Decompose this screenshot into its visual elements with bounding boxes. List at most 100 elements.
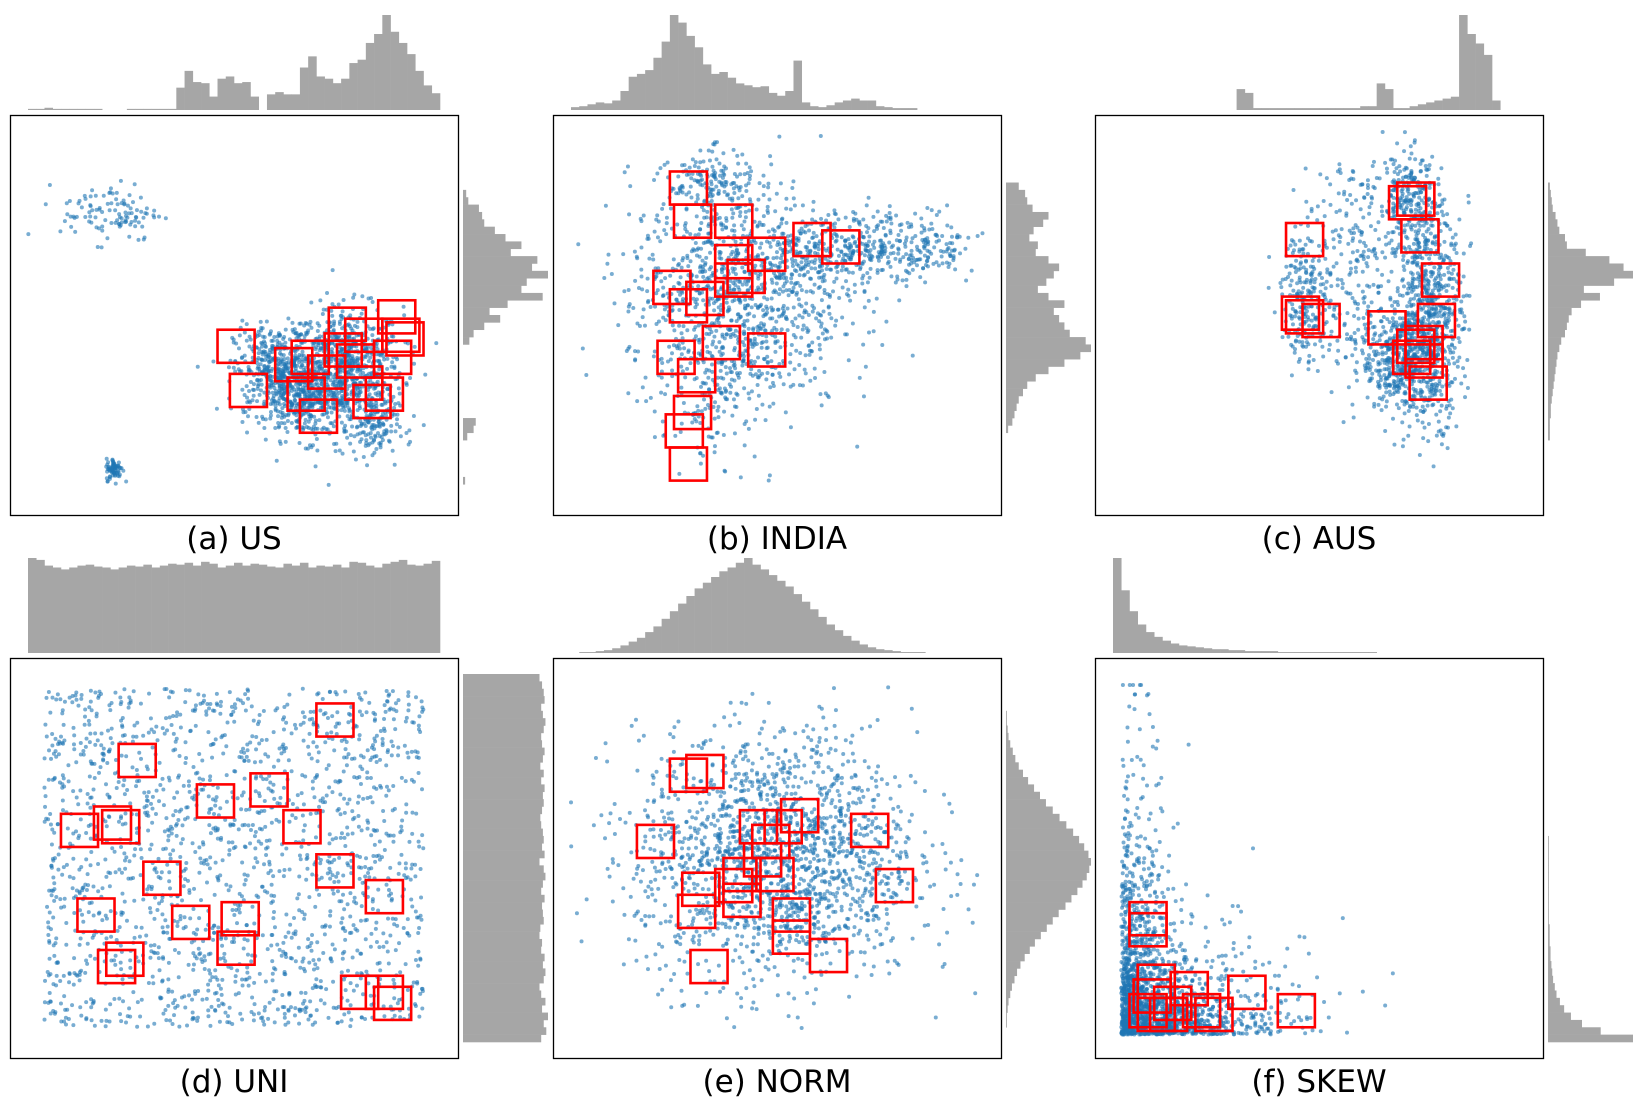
scatter-point xyxy=(846,287,851,292)
scatter-point xyxy=(305,389,310,394)
scatter-point xyxy=(756,393,761,398)
scatter-point xyxy=(929,208,934,213)
hist-x-bar xyxy=(423,85,433,110)
scatter-point xyxy=(361,455,366,460)
query-box xyxy=(364,376,405,412)
scatter-point xyxy=(274,392,279,397)
scatter-point xyxy=(704,255,709,260)
scatter-point xyxy=(1417,379,1422,384)
scatter-point xyxy=(386,438,391,443)
scatter-point xyxy=(732,431,737,436)
scatter-point xyxy=(1446,311,1451,316)
scatter-point xyxy=(733,283,738,288)
scatter-point xyxy=(884,219,889,224)
scatter-point xyxy=(863,248,868,253)
scatter-point xyxy=(621,252,626,257)
scatter-point xyxy=(105,201,110,206)
scatter-point xyxy=(1412,353,1417,358)
scatter-point xyxy=(779,272,784,277)
scatter-point xyxy=(1435,320,1440,325)
scatter-point xyxy=(141,215,146,220)
scatter-point xyxy=(335,379,340,384)
scatter-point xyxy=(1464,293,1469,298)
query-box xyxy=(323,332,364,368)
scatter-point xyxy=(280,369,285,374)
scatter-point xyxy=(850,251,855,256)
scatter-point xyxy=(647,256,652,261)
scatter-point xyxy=(1382,329,1387,334)
scatter-point xyxy=(770,372,775,377)
scatter-point xyxy=(735,205,740,210)
hist-x-bar xyxy=(1335,108,1345,110)
hist-y-bar xyxy=(1006,189,1026,198)
scatter-point xyxy=(250,398,255,403)
scatter-point xyxy=(850,321,855,326)
hist-y-bar xyxy=(1006,366,1049,375)
hist-x-bar xyxy=(719,72,728,110)
scatter-point xyxy=(907,271,912,276)
scatter-point xyxy=(664,221,669,226)
scatter-point xyxy=(756,287,761,292)
scatter-point xyxy=(701,267,706,272)
hist-x-bar xyxy=(176,87,185,110)
scatter-point xyxy=(683,375,688,380)
scatter-point xyxy=(125,215,130,220)
hist-y-bar xyxy=(1006,410,1015,419)
hist-x-bar xyxy=(341,78,350,110)
scatter-point xyxy=(655,171,660,176)
scatter-point xyxy=(730,299,735,304)
scatter-point xyxy=(347,409,352,414)
scatter-point xyxy=(662,228,667,233)
scatter-point xyxy=(694,419,699,424)
scatter-point xyxy=(795,325,800,330)
scatter-point xyxy=(377,367,382,372)
hist-x-bar xyxy=(407,54,416,110)
hist-x-bar xyxy=(382,15,391,110)
scatter-point xyxy=(804,289,809,294)
scatter-point xyxy=(310,403,315,408)
scatter-point xyxy=(862,288,867,293)
scatter-point xyxy=(1427,256,1432,261)
scatter-point xyxy=(788,207,793,212)
hist-x-bar xyxy=(1459,15,1468,110)
scatter-point xyxy=(769,277,774,282)
scatter-point xyxy=(727,327,732,332)
scatter-point xyxy=(735,371,740,376)
scatter-point xyxy=(1450,285,1455,290)
scatter-point xyxy=(142,235,147,240)
scatter-point xyxy=(719,256,724,261)
scatter-point xyxy=(351,295,356,300)
scatter-point xyxy=(777,314,782,319)
scatter-point xyxy=(1382,367,1387,372)
scatter-point xyxy=(364,347,369,352)
scatter-point xyxy=(90,208,95,213)
scatter-point xyxy=(781,382,786,387)
hist-x-bar xyxy=(678,22,687,111)
scatter-point xyxy=(294,425,299,430)
scatter-point xyxy=(300,385,305,390)
hist-y-bar xyxy=(463,241,522,250)
scatter-point xyxy=(1438,428,1443,433)
scatter-point xyxy=(788,360,793,365)
scatter-point xyxy=(1400,278,1405,283)
scatter-point xyxy=(1437,388,1442,393)
scatter-point xyxy=(807,348,812,353)
scatter-point xyxy=(784,317,789,322)
hist-x-bar xyxy=(168,108,177,110)
scatter-point xyxy=(385,386,390,391)
scatter-point xyxy=(276,414,281,419)
hist-x-bar xyxy=(151,108,161,110)
scatter-point xyxy=(656,319,661,324)
scatter-point xyxy=(116,460,121,465)
scatter-point xyxy=(721,239,726,244)
scatter-point xyxy=(757,373,762,378)
scatter-point xyxy=(766,181,771,186)
scatter-point xyxy=(733,239,738,244)
scatter-point xyxy=(652,435,657,440)
scatter-point xyxy=(677,308,682,313)
scatter-point xyxy=(1387,336,1392,341)
scatter-point xyxy=(347,383,352,388)
scatter-point xyxy=(799,335,804,340)
scatter-point xyxy=(1452,361,1457,366)
scatter-point xyxy=(348,313,353,318)
